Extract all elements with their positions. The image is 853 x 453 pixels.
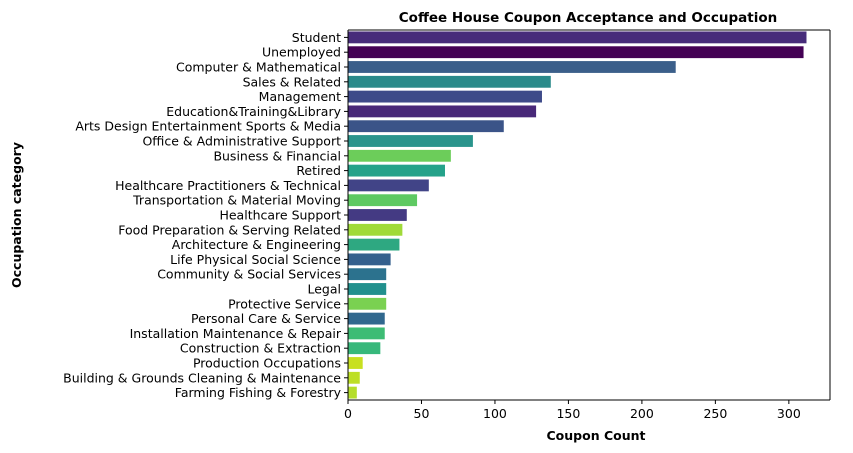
category-label: Farming Fishing & Forestry [175,385,342,400]
category-label: Healthcare Support [219,208,341,223]
bar [348,31,807,44]
x-tick-label: 100 [483,406,507,421]
category-label: Building & Grounds Cleaning & Maintenanc… [63,370,341,385]
category-label: Computer & Mathematical [176,60,341,75]
category-label: Sales & Related [243,74,341,89]
x-tick-label: 250 [703,406,727,421]
bar [348,90,542,103]
x-tick-label: 200 [630,406,654,421]
bar [348,105,537,118]
bar [348,268,387,281]
x-axis-ticks: 0 50 100 150 200 250 300 [344,400,801,421]
bar [348,120,504,133]
bar [348,46,804,59]
bar [348,75,551,88]
bar [348,223,403,236]
bar [348,238,400,251]
bar [348,164,445,177]
category-label: Community & Social Services [157,267,341,282]
category-label: Unemployed [262,45,341,60]
bar [348,371,360,384]
category-label: Office & Administrative Support [142,134,341,149]
bar [348,179,429,192]
y-axis-label: Occupation category [9,142,24,288]
x-tick-label: 150 [556,406,580,421]
bar [348,312,385,325]
category-label: Personal Care & Service [191,311,341,326]
category-label: Installation Maintenance & Repair [130,326,342,341]
x-tick-label: 0 [344,406,352,421]
bar [348,194,418,207]
category-label: Arts Design Entertainment Sports & Media [75,119,341,134]
bar [348,135,473,147]
bars-group [348,31,807,399]
bar [348,253,391,266]
bar [348,297,387,310]
category-label: Food Preparation & Serving Related [118,222,341,237]
category-label: Production Occupations [193,356,341,371]
bar [348,342,381,355]
category-label: Healthcare Practitioners & Technical [115,178,341,193]
bar [348,209,407,221]
category-label: Architecture & Engineering [172,237,341,252]
bar [348,327,385,340]
category-label: Construction & Extraction [180,341,341,356]
x-tick-label: 300 [777,406,801,421]
x-axis-label: Coupon Count [547,428,646,443]
category-label: Business & Financial [213,148,341,163]
bar [348,357,363,369]
bar [348,149,451,162]
bar [348,386,357,399]
category-label: Management [259,89,341,104]
bar [348,61,676,73]
category-label: Protective Service [228,296,341,311]
category-label: Life Physical Social Science [170,252,341,267]
category-label: Retired [296,163,341,178]
category-label: Legal [307,282,341,297]
category-label: Student [292,30,341,45]
chart-title: Coffee House Coupon Acceptance and Occup… [399,10,777,26]
category-label: Transportation & Material Moving [132,193,341,208]
category-label: Education&Training&Library [166,104,341,119]
bar [348,283,387,295]
x-tick-label: 50 [414,406,430,421]
